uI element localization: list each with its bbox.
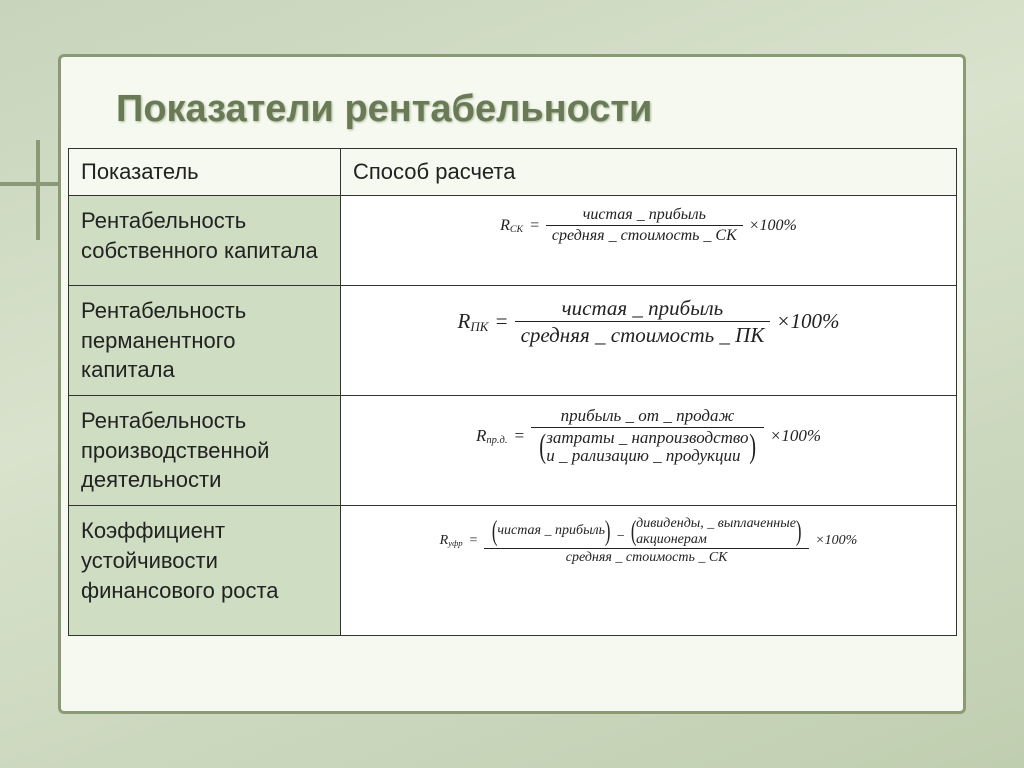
table-row: Рентабельность перманентного капитала RП… <box>69 286 957 396</box>
row-label: Рентабельность собственного капитала <box>69 196 341 286</box>
row-label: Рентабельность производственной деятельн… <box>69 396 341 506</box>
formula-sgr: Rуфр = чистая _ прибыль − дивиденды, _ в… <box>353 516 944 566</box>
row-formula-cell: Rуфр = чистая _ прибыль − дивиденды, _ в… <box>341 506 957 636</box>
page-title: Показатели рентабельности <box>116 88 946 131</box>
row-formula-cell: RСК = чистая _ прибыль средняя _ стоимос… <box>341 196 957 286</box>
table-header-row: Показатель Способ расчета <box>69 149 957 196</box>
row-label: Коэффициент устойчивости финансового рос… <box>69 506 341 636</box>
decor-cross-v <box>36 140 40 240</box>
table-row: Рентабельность производственной деятельн… <box>69 396 957 506</box>
formula-roe: RСК = чистая _ прибыль средняя _ стоимос… <box>353 206 944 246</box>
row-formula-cell: Rпр.д. = прибыль _ от _ продаж затраты _… <box>341 396 957 506</box>
header-indicator: Показатель <box>69 149 341 196</box>
formula-ropc: RПК = чистая _ прибыль средняя _ стоимос… <box>353 296 944 347</box>
formula-prod: Rпр.д. = прибыль _ от _ продаж затраты _… <box>353 406 944 466</box>
table-row: Коэффициент устойчивости финансового рос… <box>69 506 957 636</box>
formula-table: Показатель Способ расчета Рентабельность… <box>68 148 957 636</box>
row-formula-cell: RПК = чистая _ прибыль средняя _ стоимос… <box>341 286 957 396</box>
row-label: Рентабельность перманентного капитала <box>69 286 341 396</box>
header-method: Способ расчета <box>341 149 957 196</box>
table-row: Рентабельность собственного капитала RСК… <box>69 196 957 286</box>
